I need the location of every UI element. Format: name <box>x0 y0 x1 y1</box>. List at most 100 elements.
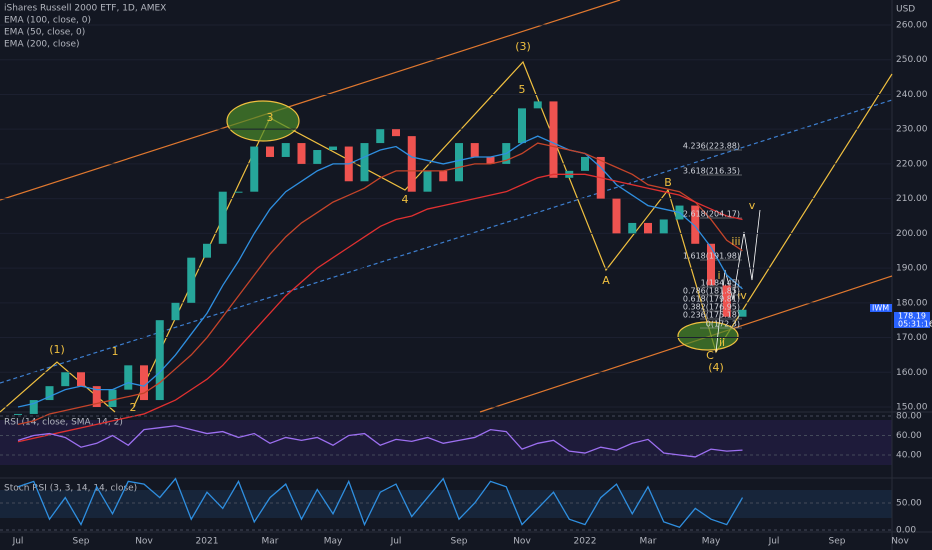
indicator: EMA (200, close) <box>4 40 80 50</box>
candle <box>29 400 38 414</box>
wave-label: (1) <box>49 343 65 356</box>
candle <box>61 372 70 387</box>
candle <box>187 257 196 303</box>
time-label: 2021 <box>196 537 219 547</box>
price-tick: 160.00 <box>896 368 928 378</box>
drawings <box>0 0 893 413</box>
price-tick: 220.00 <box>896 159 928 169</box>
candle <box>77 372 85 387</box>
wave-label: B <box>664 176 672 189</box>
fib-label: 0.618(179.81) <box>683 295 740 304</box>
candle <box>392 129 400 137</box>
time-label: Jul <box>390 537 402 547</box>
price-tick: 170.00 <box>896 333 928 343</box>
stoch-line <box>17 477 744 529</box>
candle <box>518 108 526 144</box>
indicator: EMA (100, close, 0) <box>4 16 91 26</box>
price-tick: 230.00 <box>896 125 928 135</box>
time-label: Jul <box>12 537 24 547</box>
time-label: May <box>324 537 343 547</box>
wave-label: 2 <box>130 401 137 414</box>
wave-label: iv <box>737 289 747 302</box>
candle <box>92 386 101 407</box>
time-label: Sep <box>73 537 90 547</box>
wave-label: C <box>706 349 714 362</box>
candle <box>329 146 337 151</box>
price-badge <box>894 320 930 328</box>
badge-text: IWM <box>872 304 889 313</box>
fib-label: 2.618(204.17) <box>683 210 740 219</box>
candle <box>549 101 558 178</box>
price-tick: 150.00 <box>896 403 928 413</box>
price-tick: 240.00 <box>896 90 928 100</box>
candle <box>250 146 259 192</box>
price-tick: 260.00 <box>896 21 928 31</box>
ema-line <box>17 142 743 425</box>
wave-label: 4 <box>402 193 409 206</box>
candle <box>360 143 369 182</box>
stoch-tick: 50.00 <box>896 499 922 509</box>
rsi-tick: 60.00 <box>896 431 922 441</box>
candle <box>171 302 180 321</box>
candle <box>124 365 133 390</box>
time-label: Jul <box>768 537 780 547</box>
candle <box>407 136 416 192</box>
time-label: Sep <box>829 537 846 547</box>
candle <box>439 170 448 182</box>
candle <box>722 285 731 317</box>
candle <box>738 309 747 317</box>
candle <box>455 143 463 182</box>
indicator: EMA (50, close, 0) <box>4 28 85 38</box>
fib-label: 3.618(216.35) <box>683 167 740 176</box>
candle <box>691 205 700 244</box>
fib-label: 4.236(223.88) <box>683 142 740 151</box>
time-label: May <box>702 537 721 547</box>
candle <box>533 101 542 109</box>
price-tick: 180.00 <box>896 298 928 308</box>
wave-label: iii <box>731 235 740 248</box>
wave-label: 5 <box>519 83 526 96</box>
candle <box>140 365 148 401</box>
fib-label: 0(172.3) <box>706 320 740 329</box>
wave-label: 1 <box>112 345 119 358</box>
wave-label: i <box>717 269 720 282</box>
candle <box>14 413 22 415</box>
badge-text: 178.19 <box>898 312 926 321</box>
wave-label: ii <box>719 336 725 349</box>
badge-text: 05:31:16 <box>898 320 932 329</box>
wave-label: A <box>602 274 610 287</box>
candle <box>155 320 164 401</box>
symbol: iShares Russell 2000 ETF, 1D, AMEX <box>4 4 166 14</box>
rsi-tick: 40.00 <box>896 451 922 461</box>
candle <box>281 143 290 157</box>
time-label: Nov <box>891 537 909 547</box>
candle <box>486 156 495 164</box>
stoch-band <box>0 490 892 518</box>
unit: USD <box>896 5 915 15</box>
time-label: 2022 <box>574 537 597 547</box>
candle <box>376 129 385 144</box>
wave-label: 3 <box>267 111 274 124</box>
candle <box>234 191 243 193</box>
candle <box>266 146 274 157</box>
candle <box>470 143 479 157</box>
stoch-title: Stoch RSI (3, 3, 14, 14, close) <box>4 484 137 494</box>
fib-label: 0.382(176.95) <box>683 303 740 312</box>
ema-line <box>17 173 743 443</box>
fib-label: 0.236(175.18) <box>683 311 740 320</box>
candle <box>612 198 621 234</box>
candle <box>659 219 668 234</box>
rsi-title: RSI (14, close, SMA, 14, 2) <box>4 418 123 428</box>
fib-label: 1(184.45) <box>701 279 740 288</box>
wave-label: v <box>749 199 756 212</box>
time-label: Sep <box>451 537 468 547</box>
time-label: Nov <box>135 537 153 547</box>
price-tick: 200.00 <box>896 229 928 239</box>
candle <box>313 150 322 164</box>
candle <box>203 243 211 258</box>
candle <box>218 191 227 244</box>
candle <box>581 156 589 171</box>
candle <box>628 222 637 234</box>
